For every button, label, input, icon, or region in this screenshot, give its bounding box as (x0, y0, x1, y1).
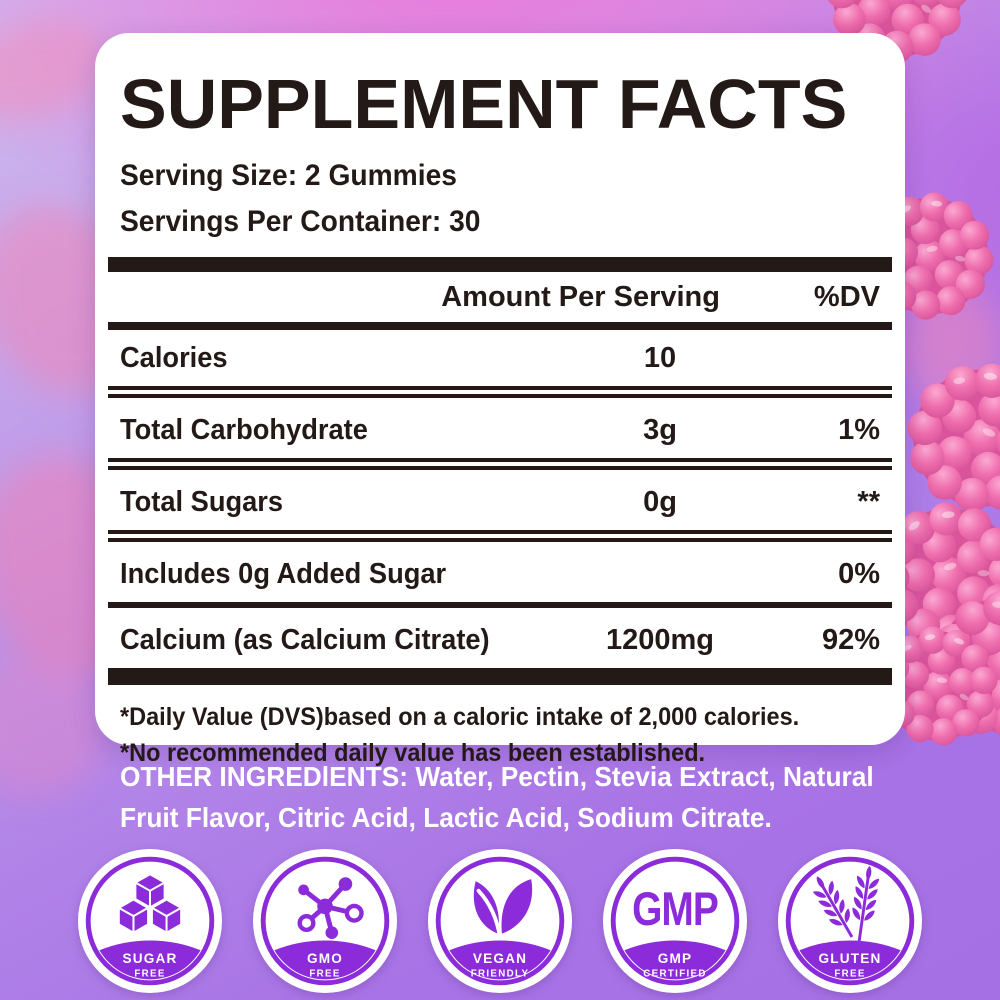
badge-gmo-free: GMO FREE (252, 848, 398, 994)
dv-header: %DV (813, 280, 880, 313)
badge-sugar-free: SUGAR FREE (77, 848, 223, 994)
divider-header-bar (108, 322, 892, 330)
gmp-text-icon: GMP (632, 883, 719, 935)
badge-sublabel: FREE (834, 968, 865, 979)
badge-label: VEGAN (473, 951, 527, 966)
badge-gmp-certified: GMP GMP CERTIFIED (602, 848, 748, 994)
row-dv: ** (857, 485, 880, 518)
footnote-no-rdv: *No recommended daily value has been est… (120, 739, 706, 767)
row-divider (108, 458, 892, 470)
row-divider (108, 386, 892, 398)
table-row: Total Sugars 0g ** (120, 474, 880, 530)
supplement-facts-card: SUPPLEMENT FACTS Serving Size: 2 Gummies… (95, 33, 905, 767)
molecule-icon (297, 877, 364, 940)
badge-sublabel: FREE (134, 968, 165, 979)
badge-label: GMP (658, 951, 693, 966)
badge-gluten-free: GLUTEN FREE (777, 848, 923, 994)
divider-bottom-bar (108, 668, 892, 685)
row-dv: 0% (838, 557, 880, 590)
table-row: Total Carbohydrate 3g 1% (120, 402, 880, 458)
row-dv: 1% (838, 413, 880, 446)
badge-vegan-friendly: VEGAN FRIENDLY (427, 848, 573, 994)
row-label: Calcium (as Calcium Citrate) (120, 623, 490, 656)
row-label: Total Carbohydrate (120, 413, 368, 446)
badge-label: SUGAR (123, 951, 178, 966)
row-amount: 0g (643, 485, 677, 518)
badge-label: GMO (307, 951, 343, 966)
divider-top-bar (108, 257, 892, 272)
page-title: SUPPLEMENT FACTS (120, 65, 848, 143)
row-divider (108, 602, 892, 608)
table-header-row: Amount Per Serving %DV (120, 272, 880, 322)
badge-label: GLUTEN (819, 951, 882, 966)
row-amount: 1200mg (605, 623, 714, 656)
row-amount: 3g (643, 413, 677, 446)
row-label: Total Sugars (120, 485, 284, 518)
wheat-icon (812, 865, 881, 944)
badge-sublabel: FRIENDLY (471, 968, 530, 979)
servings-per-container-text: Servings Per Container: 30 (120, 205, 481, 238)
leaf-icon (473, 879, 533, 940)
certification-badges: SUGAR FREE GMO FREE (0, 848, 1000, 994)
row-label: Calories (120, 341, 228, 374)
amount-per-serving-header: Amount Per Serving (441, 280, 720, 313)
badge-sublabel: CERTIFIED (643, 968, 707, 979)
sugar-cubes-icon (117, 873, 183, 934)
other-ingredients-text: OTHER INGREDlENTS: Water, Pectin, Stevia… (120, 761, 874, 833)
footnote-daily-value: *Daily Value (DVS)based on a caloric int… (120, 703, 800, 731)
row-label: Includes 0g Added Sugar (120, 557, 447, 590)
serving-size-text: Serving Size: 2 Gummies (120, 159, 457, 192)
svg-text:GMP: GMP (632, 883, 718, 935)
row-dv: 92% (821, 623, 880, 656)
row-amount: 10 (643, 341, 677, 374)
table-row: Calories 10 (120, 330, 880, 386)
table-row: Includes 0g Added Sugar 0% (120, 546, 880, 602)
table-row: Calcium (as Calcium Citrate) 1200mg 92% (120, 612, 880, 668)
row-divider (108, 530, 892, 542)
footnotes: *Daily Value (DVS)based on a caloric int… (120, 699, 880, 771)
badge-sublabel: FREE (309, 968, 340, 979)
